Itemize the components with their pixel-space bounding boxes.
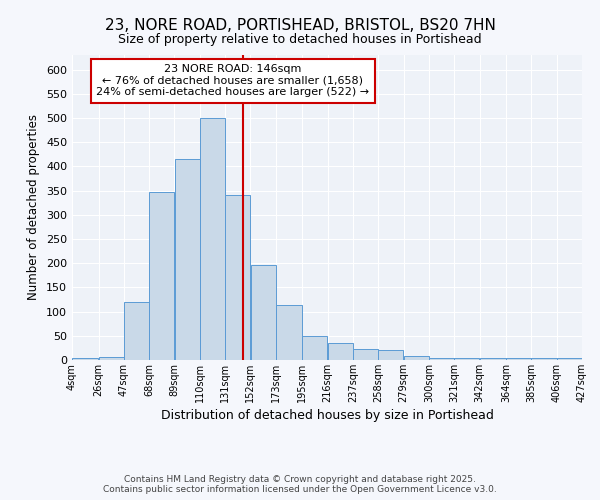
Bar	[532, 358, 557, 360]
Bar	[225, 196, 250, 360]
Bar	[454, 358, 479, 360]
Bar	[404, 356, 429, 360]
Bar	[379, 350, 403, 360]
Bar	[149, 192, 175, 360]
Bar	[302, 336, 328, 360]
Bar	[506, 358, 531, 360]
Bar	[328, 342, 353, 360]
Bar	[251, 264, 275, 360]
Bar	[124, 302, 149, 360]
Text: 23 NORE ROAD: 146sqm
← 76% of detached houses are smaller (1,658)
24% of semi-de: 23 NORE ROAD: 146sqm ← 76% of detached h…	[96, 64, 369, 98]
Y-axis label: Number of detached properties: Number of detached properties	[28, 114, 40, 300]
Bar	[429, 358, 454, 360]
Bar	[276, 306, 302, 360]
Bar	[175, 159, 200, 360]
X-axis label: Distribution of detached houses by size in Portishead: Distribution of detached houses by size …	[161, 409, 493, 422]
Bar	[98, 356, 124, 360]
Bar	[72, 358, 98, 360]
Text: 23, NORE ROAD, PORTISHEAD, BRISTOL, BS20 7HN: 23, NORE ROAD, PORTISHEAD, BRISTOL, BS20…	[104, 18, 496, 32]
Text: Size of property relative to detached houses in Portishead: Size of property relative to detached ho…	[118, 32, 482, 46]
Bar	[353, 349, 378, 360]
Bar	[479, 358, 506, 360]
Bar	[557, 358, 582, 360]
Bar	[200, 118, 225, 360]
Text: Contains HM Land Registry data © Crown copyright and database right 2025.
Contai: Contains HM Land Registry data © Crown c…	[103, 474, 497, 494]
